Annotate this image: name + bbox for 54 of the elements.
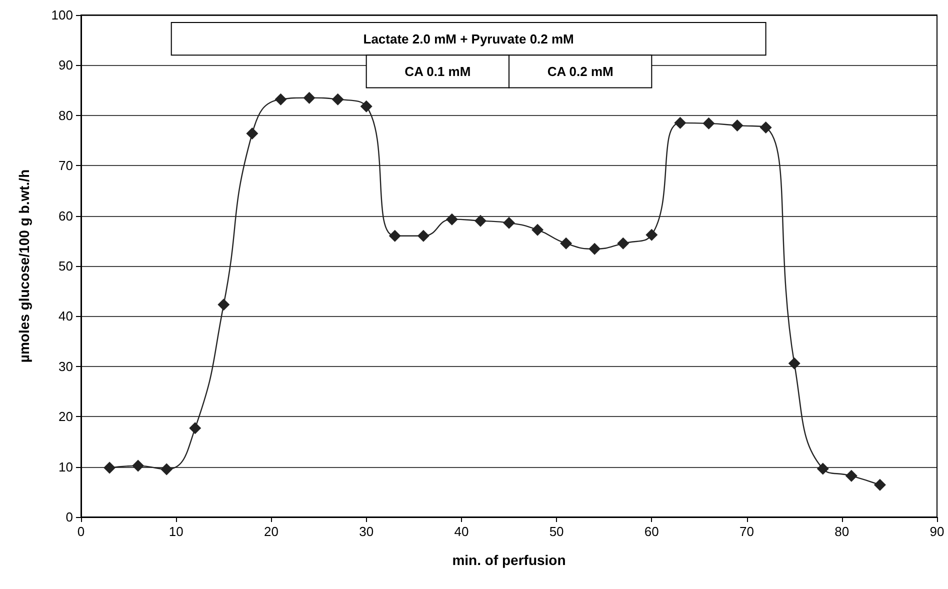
point xyxy=(788,357,800,370)
y-tick-label: 80 xyxy=(58,108,73,123)
point xyxy=(845,470,858,482)
point xyxy=(816,462,829,475)
point xyxy=(360,100,372,112)
point xyxy=(104,462,116,474)
y-axis-title: µmoles glucose/100 g b.wt./h xyxy=(16,169,32,363)
x-tick-label: 90 xyxy=(930,524,944,539)
x-tick-label: 80 xyxy=(834,524,850,539)
point xyxy=(560,237,572,250)
x-axis-title: min. of perfusion xyxy=(452,552,566,568)
point xyxy=(874,478,886,491)
y-tick-label: 10 xyxy=(58,459,73,474)
point xyxy=(617,237,630,250)
x-tick-label: 0 xyxy=(77,524,85,539)
x-tick-label: 60 xyxy=(644,524,659,539)
x-tick-label: 10 xyxy=(168,524,184,539)
y-tick-label: 70 xyxy=(58,158,73,174)
point xyxy=(388,230,401,242)
y-tick-label: 20 xyxy=(58,409,73,424)
point xyxy=(503,216,515,229)
point xyxy=(132,460,144,472)
band-label: CA 0.1 mM xyxy=(404,64,471,79)
y-tick-label: 100 xyxy=(51,8,73,22)
y-tick-label: 90 xyxy=(58,58,73,73)
y-tick-label: 60 xyxy=(58,208,73,224)
band-label: CA 0.2 mM xyxy=(547,64,614,79)
point xyxy=(760,121,772,134)
point xyxy=(446,213,458,226)
x-tick-label: 50 xyxy=(549,524,564,539)
y-tick-label: 40 xyxy=(58,308,73,324)
point xyxy=(274,93,287,106)
x-tick-label: 20 xyxy=(264,524,278,539)
y-tick-label: 30 xyxy=(58,358,73,374)
point xyxy=(474,214,486,227)
x-tick-label: 30 xyxy=(359,524,374,539)
point xyxy=(246,127,258,140)
point xyxy=(588,242,601,255)
point xyxy=(417,230,430,242)
point xyxy=(674,116,686,129)
point xyxy=(303,92,316,104)
point xyxy=(702,117,715,130)
point xyxy=(218,298,230,311)
x-tick-label: 40 xyxy=(454,524,469,539)
point xyxy=(532,224,544,236)
point xyxy=(731,119,744,132)
y-tick-label: 50 xyxy=(58,258,73,274)
point xyxy=(646,228,658,241)
point xyxy=(189,422,202,434)
point xyxy=(160,463,173,476)
band-label: Lactate 2.0 mM + Pyruvate 0.2 mM xyxy=(363,31,574,46)
x-tick-label: 70 xyxy=(740,524,754,539)
point xyxy=(332,93,344,106)
y-tick-label: 0 xyxy=(66,510,73,524)
